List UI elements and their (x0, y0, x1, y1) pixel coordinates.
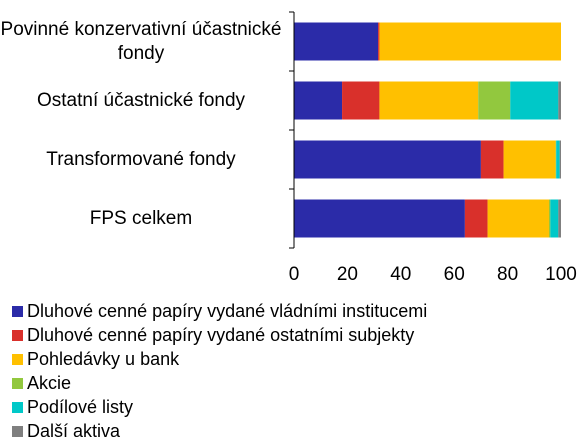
legend-label: Dluhové cenné papíry vydané ostatními su… (27, 325, 415, 345)
legend-label: Podílové listy (27, 397, 134, 417)
x-tick-label: 20 (337, 264, 358, 285)
bar-segment (558, 199, 561, 238)
bar-segment (503, 140, 556, 179)
legend-item: Podílové listy (12, 396, 133, 418)
legend-swatch (12, 426, 23, 437)
bar-segment (294, 22, 379, 61)
bar-segment (464, 199, 488, 238)
bar-segment (294, 140, 481, 179)
bar-segment (342, 81, 380, 120)
legend-label: Pohledávky u bank (27, 349, 180, 369)
category-text: Povinné konzervativní účastnické fondy (0, 18, 282, 64)
legend-item: Pohledávky u bank (12, 348, 179, 370)
legend-item: Dluhové cenné papíry vydané vládními ins… (12, 300, 427, 322)
bar-segment (379, 81, 479, 120)
legend-item: Dluhové cenné papíry vydané ostatními su… (12, 324, 414, 346)
bar-segment (559, 140, 561, 179)
bar-segment (294, 199, 465, 238)
category-label: Povinné konzervativní účastnické fondy (0, 18, 282, 66)
bar-segment (379, 22, 561, 61)
bar-segment (478, 81, 511, 120)
bar-segment (487, 199, 549, 238)
x-tick-label: 40 (390, 264, 411, 285)
category-label: Transformované fondy (0, 136, 282, 184)
x-tick-label: 60 (444, 264, 465, 285)
bar-segment (555, 140, 557, 179)
category-text: FPS celkem (89, 207, 193, 229)
legend-swatch (12, 330, 23, 341)
legend-item: Další aktiva (12, 420, 120, 442)
bar-segment (378, 22, 380, 61)
legend-swatch (12, 306, 23, 317)
bar-segment (556, 140, 560, 179)
category-label: Ostatní účastnické fondy (0, 77, 282, 125)
legend-swatch (12, 354, 23, 365)
bar-segment (558, 81, 561, 120)
legend-item: Akcie (12, 372, 71, 394)
bar-segment (548, 199, 551, 238)
x-tick-label: 0 (289, 264, 300, 285)
category-text: Ostatní účastnické fondy (36, 89, 246, 111)
bar-segment (510, 81, 559, 120)
bar-segment (550, 199, 559, 238)
bar-segment (294, 81, 343, 120)
category-label: FPS celkem (0, 195, 282, 243)
legend-swatch (12, 402, 23, 413)
legend-label: Další aktiva (27, 421, 121, 441)
category-text: Transformované fondy (46, 148, 236, 170)
x-tick-label: 100 (545, 264, 577, 285)
x-tick-label: 80 (497, 264, 518, 285)
legend-label: Dluhové cenné papíry vydané vládními ins… (27, 301, 428, 321)
legend-label: Akcie (27, 373, 72, 393)
legend-swatch (12, 378, 23, 389)
bar-segment (480, 140, 504, 179)
